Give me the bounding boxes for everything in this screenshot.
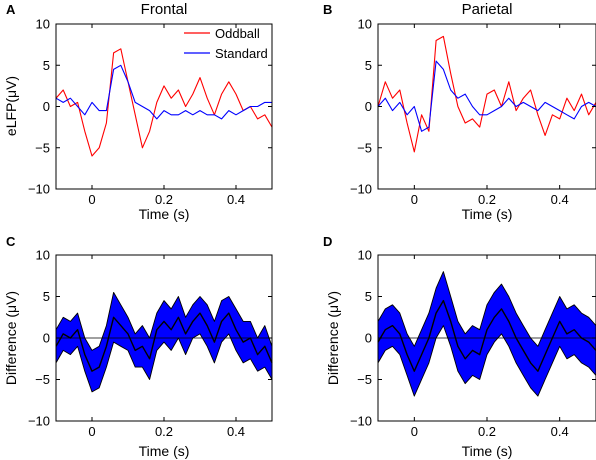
chart-title-frontal: Frontal <box>141 1 188 18</box>
mean-line <box>377 299 596 372</box>
y-tick-label: −10 <box>28 414 50 429</box>
x-tick-label: 0.2 <box>155 424 173 439</box>
x-tick-label: 0.4 <box>227 424 245 439</box>
y-tick-label: 0 <box>43 331 50 346</box>
upper-bound-line <box>55 291 273 351</box>
y-tick-label: −10 <box>28 182 50 197</box>
y-tick-label: 10 <box>358 248 372 263</box>
legend-label-oddball: Oddball <box>215 26 260 41</box>
y-tick-label: 10 <box>358 17 372 32</box>
y-tick-label: 5 <box>365 289 372 304</box>
upper-bound-line <box>377 271 596 347</box>
x-axis-label: Time (s) <box>462 443 513 459</box>
x-tick-label: 0.4 <box>227 192 245 207</box>
series-line-oddball <box>377 35 596 153</box>
x-tick-label: 0 <box>411 192 418 207</box>
x-tick-label: 0.4 <box>551 192 569 207</box>
legend: Oddball Standard <box>180 22 274 64</box>
plot-area <box>377 271 596 397</box>
series-line-standard <box>55 64 272 120</box>
chart-title-parietal: Parietal <box>462 1 513 18</box>
plot-area <box>55 48 273 157</box>
axes-frame <box>377 23 596 190</box>
mean-line <box>55 312 273 372</box>
legend-box <box>180 22 274 64</box>
x-tick-label: 0 <box>88 424 95 439</box>
y-tick-label: 5 <box>43 58 50 73</box>
y-tick-label: 0 <box>365 99 372 114</box>
y-tick-label: −5 <box>35 140 50 155</box>
confidence-band <box>56 292 272 392</box>
lower-bound-line <box>377 325 596 397</box>
panel-letter-a: A <box>6 2 16 17</box>
y-tick-label: −10 <box>350 182 372 197</box>
panel-c: C Time (s) Difference (μV) −10 −5 0 5 10 0 0.2… <box>3 234 273 459</box>
plot-area <box>377 35 596 153</box>
series-line-oddball <box>55 48 273 157</box>
series-line-standard <box>377 60 596 132</box>
panel-letter-b: B <box>323 2 332 17</box>
y-tick-label: 0 <box>43 99 50 114</box>
panel-b: B Parietal Time (s) −10 −5 0 5 10 0 0.2 0.4 <box>323 1 596 222</box>
lower-bound-line <box>55 333 273 393</box>
y-tick-label: 0 <box>365 331 372 346</box>
y-tick-label: −10 <box>350 414 372 429</box>
x-axis-label: Time (s) <box>462 206 513 222</box>
y-tick-label: 10 <box>36 248 50 263</box>
y-axis-label: Difference (μV) <box>325 291 341 385</box>
panel-d: D Time (s) Difference (μV) −10 −5 0 5 10 0 0.2… <box>323 234 596 459</box>
x-tick-label: 0 <box>88 192 95 207</box>
panel-letter-c: C <box>6 234 16 249</box>
y-tick-label: −5 <box>35 372 50 387</box>
confidence-band <box>378 271 596 397</box>
x-tick-label: 0.4 <box>551 424 569 439</box>
y-tick-label: 10 <box>36 17 50 32</box>
y-tick-label: −5 <box>357 372 372 387</box>
x-tick-label: 0.2 <box>155 192 173 207</box>
y-tick-label: 5 <box>43 289 50 304</box>
y-tick-label: −5 <box>357 140 372 155</box>
x-tick-label: 0 <box>411 424 418 439</box>
x-axis-label: Time (s) <box>139 443 190 459</box>
legend-label-standard: Standard <box>215 46 268 61</box>
x-tick-label: 0.2 <box>478 424 496 439</box>
plot-area <box>55 291 273 393</box>
panel-a: A Frontal Time (s) eLFP(μV) Oddball Stan… <box>3 1 274 222</box>
panel-letter-d: D <box>323 234 332 249</box>
y-axis-label: Difference (μV) <box>3 291 19 385</box>
y-axis-label: eLFP(μV) <box>3 76 19 136</box>
x-axis-label: Time (s) <box>139 206 190 222</box>
y-tick-label: 5 <box>365 58 372 73</box>
x-tick-label: 0.2 <box>478 192 496 207</box>
